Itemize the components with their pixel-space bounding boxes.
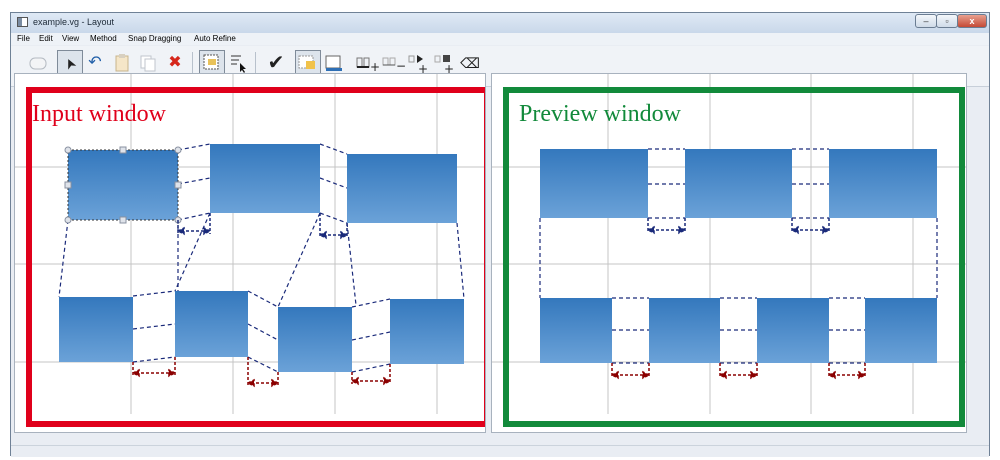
preview-rect-1 bbox=[540, 149, 648, 218]
preview-rect-5 bbox=[649, 298, 720, 363]
layout-rect-2[interactable] bbox=[210, 144, 320, 213]
toolbar-separator bbox=[255, 52, 256, 74]
layout-rect-1[interactable] bbox=[68, 150, 178, 220]
preview-rect-2 bbox=[685, 149, 792, 218]
remove-vertical-button[interactable]: + bbox=[431, 50, 457, 76]
svg-text:+: + bbox=[370, 60, 379, 74]
delete-icon: ✖ bbox=[168, 54, 182, 71]
screen-icon bbox=[325, 55, 342, 71]
clear-icon: ⌫ bbox=[460, 55, 480, 71]
menu-edit[interactable]: Edit bbox=[39, 34, 53, 43]
spacing-arrows bbox=[131, 213, 392, 388]
remove-vertical-icon: + bbox=[434, 55, 454, 76]
check-icon: ✔ bbox=[267, 52, 285, 74]
layout-rect-7[interactable] bbox=[390, 299, 464, 364]
close-button[interactable]: x bbox=[957, 14, 987, 28]
delete-button[interactable]: ✖ bbox=[162, 50, 188, 76]
add-horizontal-button[interactable]: + bbox=[353, 50, 380, 76]
menu-view[interactable]: View bbox=[62, 34, 80, 43]
app-icon bbox=[17, 17, 28, 27]
spacing-arrows bbox=[610, 218, 867, 380]
alignment-lines bbox=[58, 143, 465, 373]
layout-rect-5[interactable] bbox=[175, 291, 248, 357]
screen-button[interactable] bbox=[321, 50, 347, 76]
undo-button[interactable]: ↶ bbox=[82, 50, 108, 76]
input-canvas-drawing bbox=[15, 74, 485, 427]
input-window-caption: Input window bbox=[32, 101, 166, 127]
paste-icon bbox=[115, 54, 129, 72]
svg-text:+: + bbox=[418, 62, 428, 76]
alignment-lines bbox=[539, 148, 938, 364]
preview-window-caption: Preview window bbox=[519, 101, 681, 127]
toolbar-separator bbox=[192, 52, 193, 74]
window-title: example.vg - Layout bbox=[33, 17, 115, 27]
menu-bar: File Edit View Method Snap Dragging Auto… bbox=[11, 33, 989, 45]
svg-text:−: − bbox=[396, 59, 405, 73]
pointer-tool-button[interactable]: ➤ bbox=[57, 50, 83, 76]
select-rect-icon bbox=[203, 54, 219, 70]
minimize-button[interactable]: – bbox=[915, 14, 937, 28]
preview-rect-7 bbox=[865, 298, 937, 363]
layout-rect-6[interactable] bbox=[278, 307, 352, 372]
preview-rect-4 bbox=[540, 298, 612, 363]
menu-method[interactable]: Method bbox=[90, 34, 117, 43]
preview-canvas[interactable] bbox=[491, 73, 967, 433]
input-frame bbox=[26, 87, 485, 427]
status-bar bbox=[11, 445, 989, 457]
add-vertical-icon: + bbox=[408, 55, 428, 76]
undo-icon: ↶ bbox=[88, 54, 102, 71]
new-shape-icon bbox=[29, 57, 47, 70]
layout-rect-4[interactable] bbox=[59, 297, 133, 362]
select-arrow-button[interactable] bbox=[225, 50, 251, 76]
menu-file[interactable]: File bbox=[17, 34, 30, 43]
svg-text:+: + bbox=[444, 62, 454, 76]
add-horizontal-icon: + bbox=[356, 57, 380, 74]
remove-horizontal-icon: − bbox=[382, 57, 406, 73]
add-vertical-button[interactable]: + bbox=[405, 50, 431, 76]
preview-rect-6 bbox=[757, 298, 829, 363]
copy-icon bbox=[140, 55, 156, 72]
copy-button[interactable] bbox=[135, 50, 161, 76]
select-arrow-icon bbox=[231, 55, 246, 73]
new-shape-button[interactable] bbox=[25, 50, 51, 76]
layout-rect-3[interactable] bbox=[347, 154, 457, 223]
zoom-select-icon bbox=[298, 55, 315, 69]
preview-frame bbox=[503, 87, 965, 427]
menu-auto-refine[interactable]: Auto Refine bbox=[194, 34, 236, 43]
remove-horizontal-button[interactable]: − bbox=[379, 50, 406, 76]
preview-rect-3 bbox=[829, 149, 937, 218]
pointer-icon: ➤ bbox=[60, 55, 80, 73]
preview-canvas-drawing bbox=[492, 74, 966, 427]
apply-button[interactable]: ✔ bbox=[263, 50, 289, 76]
input-canvas[interactable] bbox=[14, 73, 486, 433]
maximize-button[interactable]: ▫ bbox=[936, 14, 958, 28]
clear-button[interactable]: ⌫ bbox=[457, 50, 483, 76]
menu-snap-dragging[interactable]: Snap Dragging bbox=[128, 34, 182, 43]
paste-button[interactable] bbox=[109, 50, 135, 76]
title-bar: example.vg - Layout – ▫ x bbox=[11, 13, 989, 33]
